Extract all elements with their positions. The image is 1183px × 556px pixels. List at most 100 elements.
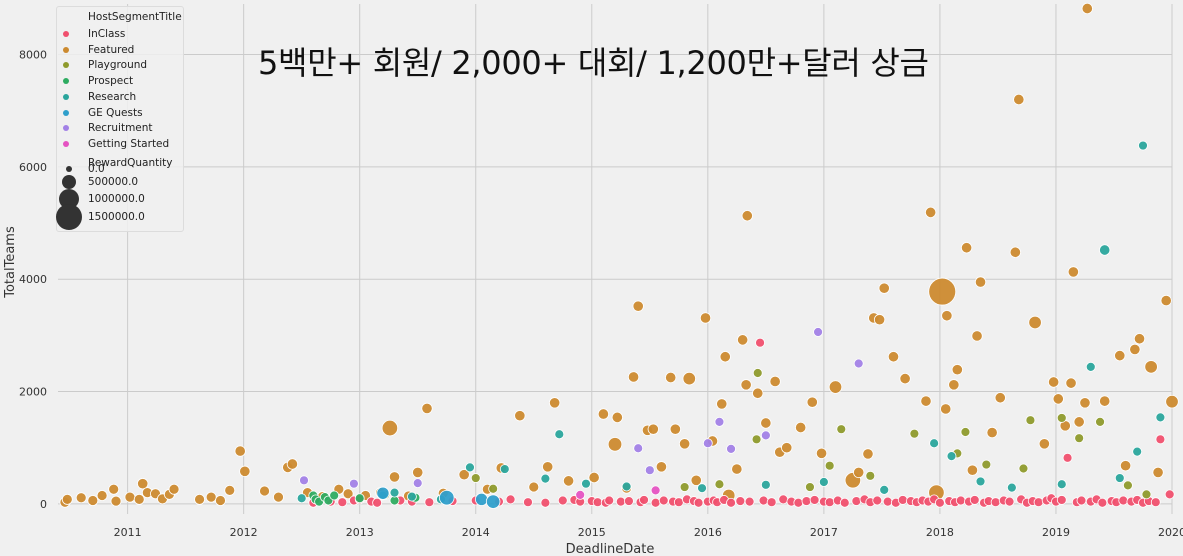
data-point bbox=[1141, 489, 1152, 500]
x-axis-label: DeadlineDate bbox=[566, 542, 655, 556]
data-point bbox=[1164, 489, 1175, 500]
legend-marker-icon bbox=[63, 109, 69, 116]
data-point bbox=[1004, 496, 1015, 507]
headline-title: 5백만+ 회원/ 2,000+ 대회/ 1,200만+달러 상금 bbox=[258, 44, 929, 82]
data-point bbox=[588, 471, 600, 484]
data-point bbox=[650, 485, 661, 496]
data-point bbox=[805, 482, 815, 492]
data-point bbox=[381, 419, 399, 437]
data-point bbox=[575, 490, 586, 500]
data-point bbox=[286, 458, 299, 470]
legend-size-title: RewardQuantity bbox=[88, 157, 173, 169]
legend-size-bubble-icon bbox=[66, 166, 72, 172]
data-point bbox=[421, 402, 433, 415]
legend-marker-icon bbox=[63, 46, 69, 53]
data-point bbox=[1006, 482, 1017, 493]
legend-marker-icon bbox=[63, 62, 69, 69]
data-point bbox=[205, 491, 217, 503]
data-point bbox=[388, 471, 401, 483]
data-point bbox=[828, 380, 843, 394]
legend-marker-icon bbox=[63, 31, 69, 37]
data-point bbox=[1056, 479, 1067, 490]
data-point bbox=[592, 497, 603, 508]
data-point bbox=[540, 497, 551, 508]
series-getting-started bbox=[575, 485, 661, 500]
data-point bbox=[806, 396, 818, 408]
data-point bbox=[1028, 315, 1042, 330]
data-point bbox=[1114, 349, 1126, 362]
data-point bbox=[407, 491, 417, 502]
data-point bbox=[1067, 266, 1079, 278]
data-point bbox=[624, 496, 634, 506]
data-point bbox=[751, 434, 762, 445]
data-point bbox=[1114, 473, 1125, 483]
data-point bbox=[1099, 244, 1111, 256]
data-point bbox=[824, 460, 835, 471]
data-point bbox=[633, 443, 644, 454]
data-point bbox=[412, 466, 424, 479]
data-point bbox=[349, 478, 359, 489]
data-point bbox=[557, 495, 568, 506]
data-point bbox=[897, 495, 908, 505]
y-tick-label: 2000 bbox=[19, 386, 47, 399]
data-point bbox=[215, 495, 226, 506]
y-axis-label: TotalTeams bbox=[3, 226, 18, 299]
data-point bbox=[611, 411, 623, 424]
data-point bbox=[376, 486, 390, 500]
data-point bbox=[669, 423, 681, 435]
data-point bbox=[951, 364, 963, 376]
legend-size-label: 1500000.0 bbox=[88, 211, 145, 223]
x-tick-label: 2011 bbox=[114, 526, 142, 539]
legend-marker-icon bbox=[63, 78, 69, 85]
data-point bbox=[752, 368, 763, 378]
data-point bbox=[960, 242, 973, 254]
legend-label: Playground bbox=[88, 59, 148, 72]
data-point bbox=[1018, 463, 1029, 474]
data-point bbox=[719, 351, 731, 363]
series-featured bbox=[59, 2, 1179, 508]
data-point bbox=[986, 426, 998, 439]
data-point bbox=[815, 447, 828, 459]
data-point bbox=[735, 496, 746, 506]
legend-label: Research bbox=[88, 90, 137, 103]
data-point bbox=[755, 337, 765, 348]
data-point bbox=[740, 379, 752, 391]
data-point bbox=[273, 491, 284, 503]
data-point bbox=[96, 490, 108, 501]
data-points bbox=[59, 2, 1179, 509]
data-point bbox=[873, 314, 886, 326]
data-point bbox=[948, 379, 960, 391]
data-point bbox=[853, 466, 865, 479]
data-point bbox=[554, 429, 565, 440]
data-point bbox=[690, 474, 702, 486]
data-point bbox=[752, 387, 764, 399]
data-point bbox=[665, 371, 677, 384]
data-point bbox=[679, 482, 690, 492]
legend-item: GE Quests bbox=[57, 106, 183, 120]
data-point bbox=[505, 494, 516, 505]
legend-size-label: 1000000.0 bbox=[88, 193, 145, 205]
data-point bbox=[741, 210, 753, 222]
data-point bbox=[1062, 452, 1073, 463]
data-point bbox=[699, 312, 712, 324]
data-point bbox=[1073, 416, 1085, 428]
legend: HostSegmentTitle InClass Featured Playgrou… bbox=[56, 6, 184, 232]
data-point bbox=[1085, 361, 1096, 372]
legend-marker-icon bbox=[63, 140, 69, 147]
data-point bbox=[259, 485, 270, 497]
data-point bbox=[465, 462, 475, 473]
data-point bbox=[424, 497, 435, 508]
data-point bbox=[607, 437, 623, 452]
data-point bbox=[647, 423, 659, 435]
data-point bbox=[137, 478, 149, 490]
data-point bbox=[1079, 397, 1091, 409]
data-point bbox=[528, 481, 540, 493]
data-point bbox=[975, 476, 986, 487]
data-point bbox=[760, 479, 771, 490]
data-point bbox=[1009, 246, 1021, 258]
legend-label: InClass bbox=[88, 28, 126, 40]
data-point bbox=[760, 417, 772, 429]
data-point bbox=[194, 493, 205, 505]
data-point bbox=[540, 473, 551, 484]
data-point bbox=[872, 495, 883, 506]
